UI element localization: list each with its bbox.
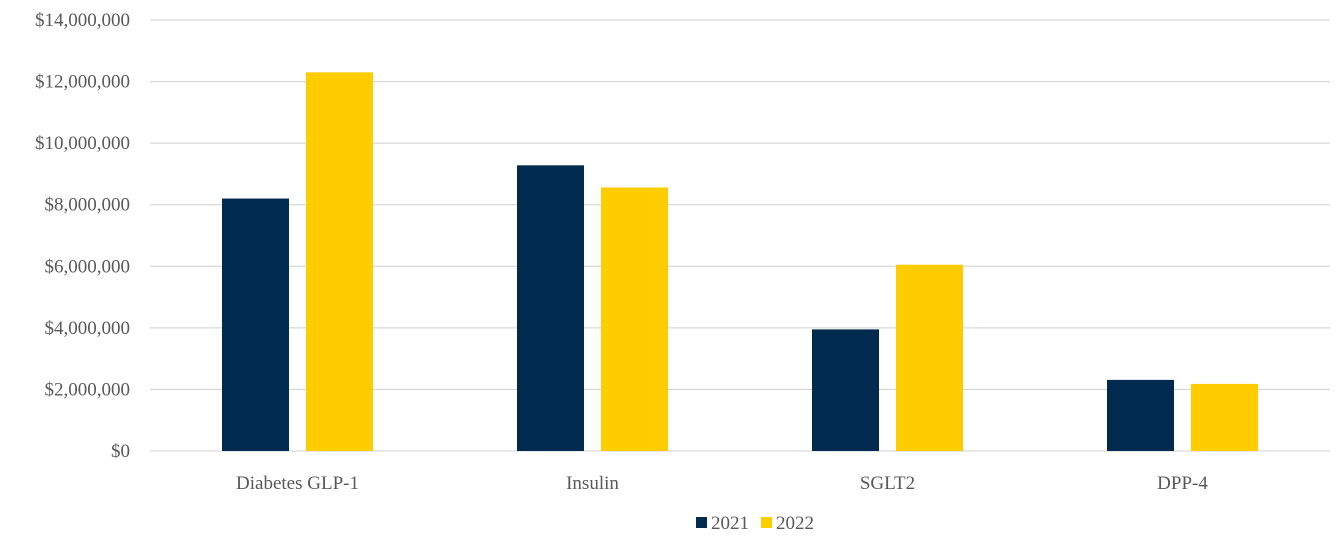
bar-2022 [306, 72, 373, 451]
y-tick-label: $2,000,000 [45, 379, 131, 400]
x-category-label: Diabetes GLP-1 [236, 473, 359, 494]
y-tick-label: $6,000,000 [45, 256, 131, 277]
bar-2022 [896, 264, 963, 451]
x-category-label: SGLT2 [860, 473, 915, 494]
bars [222, 72, 1258, 451]
y-tick-label: $0 [111, 441, 130, 462]
legend-label-2021: 2021 [711, 513, 749, 534]
x-category-label: Insulin [566, 473, 619, 494]
bar-2021 [222, 198, 289, 451]
legend-label-2022: 2022 [776, 513, 814, 534]
bar-2021 [812, 329, 879, 451]
y-tick-label: $8,000,000 [45, 195, 131, 216]
y-tick-label: $10,000,000 [35, 133, 130, 154]
bar-2022 [601, 187, 668, 451]
legend-swatch-2021 [696, 517, 707, 528]
y-tick-label: $12,000,000 [35, 72, 130, 93]
bar-2021 [517, 165, 584, 451]
x-category-label: DPP-4 [1157, 473, 1208, 494]
y-tick-label: $4,000,000 [45, 318, 131, 339]
x-axis-category-labels: Diabetes GLP-1 Insulin SGLT2 DPP-4 [236, 473, 1208, 494]
y-axis-tick-labels: $0 $2,000,000 $4,000,000 $6,000,000 $8,000,0… [35, 10, 130, 462]
bar-2022 [1191, 383, 1258, 451]
legend: 2021 2022 [696, 513, 814, 534]
y-tick-label: $14,000,000 [35, 10, 130, 31]
bar-2021 [1107, 379, 1174, 451]
legend-swatch-2022 [761, 517, 772, 528]
